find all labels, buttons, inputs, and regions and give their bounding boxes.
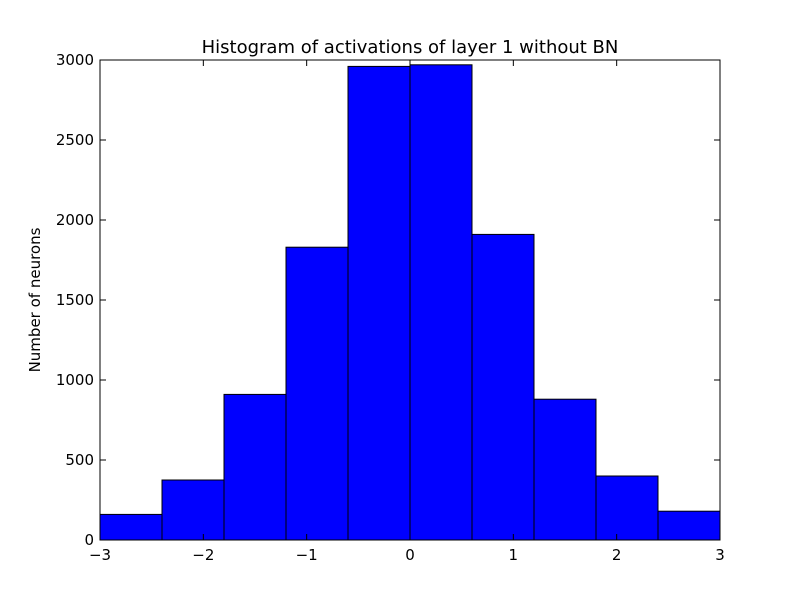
- histogram-bar: [285, 246, 349, 541]
- x-tick-label: 2: [612, 546, 622, 564]
- histogram-bar: [409, 64, 473, 541]
- plot-frame: [99, 59, 721, 541]
- x-tick-label: −3: [89, 546, 111, 564]
- histogram-bar: [533, 398, 597, 541]
- x-tick-label: −1: [296, 546, 318, 564]
- histogram-bar: [471, 233, 535, 541]
- histogram-bar: [347, 65, 411, 541]
- histogram-bar: [99, 513, 163, 541]
- y-tick-label: 500: [65, 451, 94, 469]
- x-tick-label: 1: [509, 546, 519, 564]
- y-tick-label: 1500: [56, 291, 94, 309]
- y-tick-label: 2500: [56, 131, 94, 149]
- x-tick-label: −2: [192, 546, 214, 564]
- histogram-bar: [161, 479, 225, 541]
- y-axis-label: Number of neurons: [26, 227, 44, 372]
- y-tick-label: 2000: [56, 211, 94, 229]
- histogram-bar: [657, 510, 721, 541]
- x-tick-label: 3: [715, 546, 725, 564]
- ticks-group: −3 −2 −1 0 1 2 3 0 500 1000 1500 2000 2500 3000: [56, 51, 725, 564]
- y-tick-label: 0: [84, 531, 94, 549]
- histogram-bar: [223, 393, 287, 541]
- y-tick-label: 3000: [56, 51, 94, 69]
- bars-group: [99, 64, 721, 541]
- histogram-bar: [595, 475, 659, 541]
- chart-title: Histogram of activations of layer 1 with…: [202, 37, 619, 58]
- y-tick-label: 1000: [56, 371, 94, 389]
- x-tick-label: 0: [405, 546, 415, 564]
